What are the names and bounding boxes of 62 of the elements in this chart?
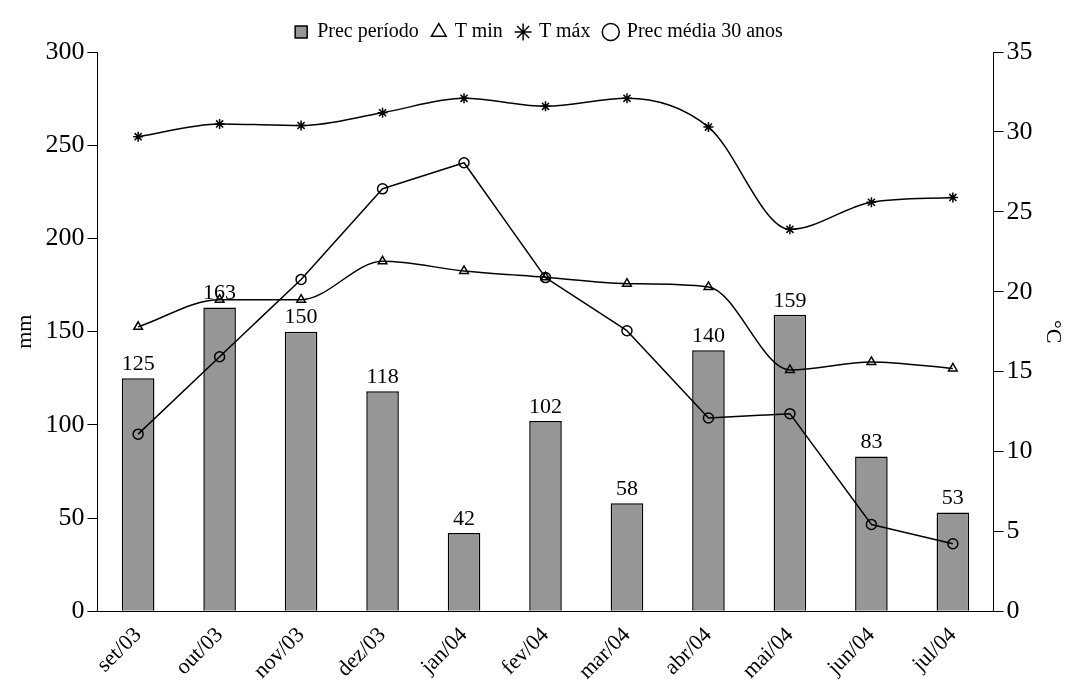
y2-axis-title: °C — [1042, 319, 1068, 344]
point — [458, 156, 470, 169]
point — [376, 183, 389, 195]
point — [865, 196, 878, 208]
y-tick-label: 200 — [45, 222, 85, 252]
point — [213, 351, 226, 363]
point — [132, 130, 144, 143]
point — [377, 255, 388, 265]
y2-tick-label: 5 — [1006, 515, 1020, 545]
point — [702, 121, 715, 133]
legend-label: Prec período — [317, 19, 419, 43]
y-tick-label: 0 — [71, 595, 85, 625]
point — [784, 364, 795, 374]
point — [621, 277, 633, 287]
y-tick-label: 100 — [45, 408, 85, 438]
legend-label: T máx — [539, 19, 591, 42]
point — [784, 407, 796, 420]
y2-tick-label: 20 — [1006, 275, 1033, 305]
point — [132, 428, 144, 440]
point — [213, 118, 226, 130]
y2-tick-label: 30 — [1006, 115, 1033, 145]
point — [295, 273, 307, 286]
data-label: 125 — [121, 350, 155, 376]
point — [539, 100, 552, 113]
point — [133, 321, 144, 331]
data-label: 140 — [691, 322, 725, 348]
point — [621, 324, 633, 337]
y2-tick-label: 25 — [1006, 195, 1033, 225]
legend-label: Prec média 30 anos — [626, 19, 784, 42]
y-tick-label: 250 — [45, 129, 85, 159]
point — [295, 119, 307, 132]
y-tick-label: 300 — [45, 35, 85, 65]
point — [947, 538, 959, 550]
y2-tick-label: 0 — [1006, 595, 1020, 625]
point — [947, 362, 958, 372]
point — [702, 412, 715, 424]
point — [703, 281, 714, 291]
data-label: 58 — [615, 474, 638, 500]
data-label: 163 — [203, 279, 237, 305]
data-label: 159 — [773, 286, 807, 312]
point — [865, 518, 878, 531]
y-tick-label: 50 — [58, 501, 85, 531]
y2-tick-label: 35 — [1006, 35, 1033, 65]
data-label: 83 — [860, 428, 883, 454]
legend-label: T min — [454, 19, 503, 42]
data-label: 102 — [529, 392, 562, 418]
point — [376, 106, 389, 119]
point — [621, 92, 633, 105]
data-label: 42 — [453, 504, 476, 530]
point — [947, 191, 959, 204]
data-label: 150 — [284, 303, 318, 329]
point — [784, 223, 796, 236]
point — [296, 293, 307, 303]
y2-tick-label: 15 — [1006, 355, 1033, 385]
y2-tick-label: 10 — [1006, 435, 1033, 465]
point — [866, 356, 877, 366]
data-label: 118 — [366, 363, 399, 389]
y-axis-title: mm — [10, 314, 36, 349]
y-tick-label: 150 — [45, 315, 85, 345]
point — [458, 92, 470, 105]
data-label: 53 — [941, 484, 964, 510]
point — [458, 265, 470, 275]
